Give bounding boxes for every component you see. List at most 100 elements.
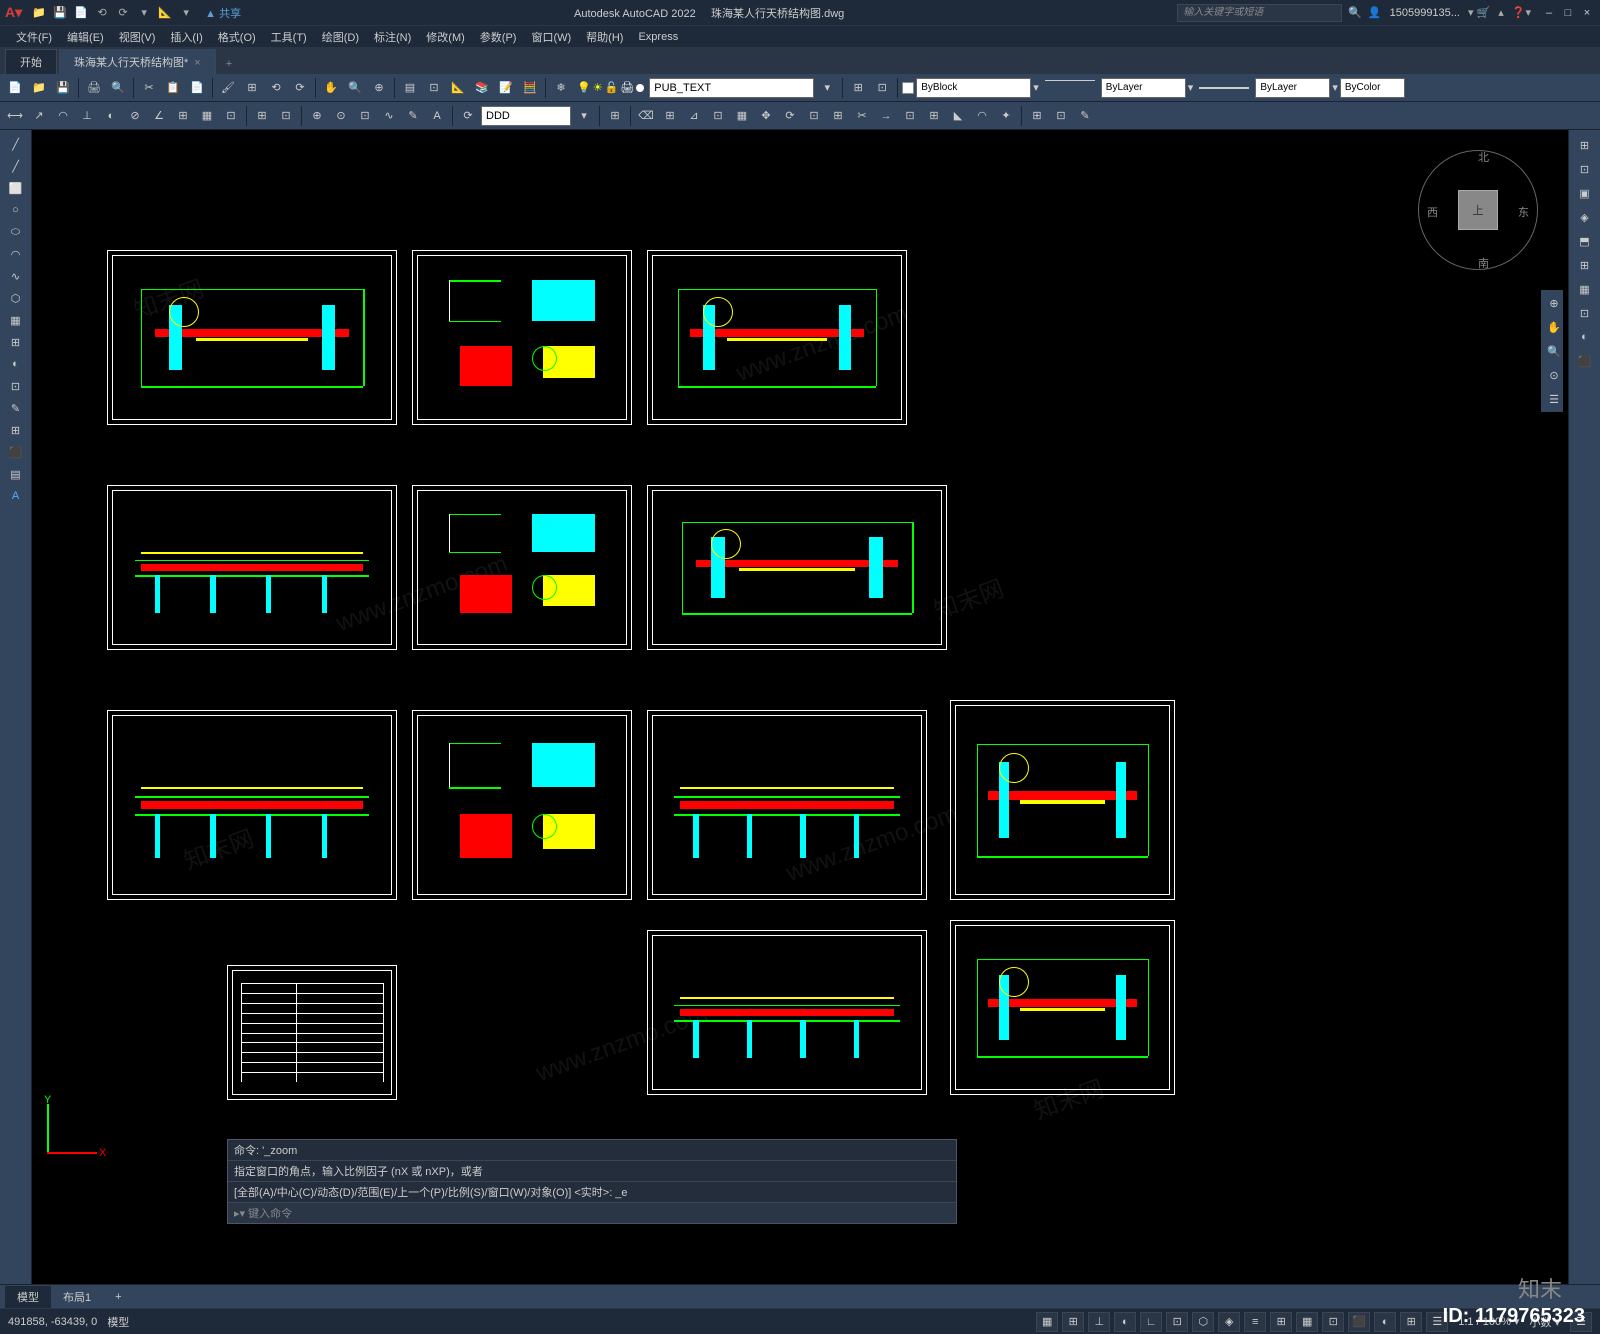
draw-line-icon[interactable]: ╱ (4, 134, 28, 154)
select-dropdown-icon[interactable]: ▾ (1033, 81, 1039, 94)
menu-parametric[interactable]: 参数(P) (474, 27, 523, 47)
draw-hatch-icon[interactable]: ⊞ (4, 332, 28, 352)
qat-plot-icon[interactable]: 📐 (156, 4, 174, 22)
mod-rotate-icon[interactable]: ⟳ (779, 105, 801, 127)
dim-dia-icon[interactable]: ⊘ (124, 105, 146, 127)
mod-explode-icon[interactable]: ✦ (995, 105, 1017, 127)
view-cube-face[interactable]: 上 (1458, 190, 1498, 230)
tool-redo-icon[interactable]: ⟳ (289, 77, 311, 99)
draw-arc-icon[interactable]: ◠ (4, 244, 28, 264)
draw-grad-icon[interactable]: ▤ (4, 464, 28, 484)
tab-close-icon[interactable]: × (194, 57, 200, 69)
status-btn-14[interactable]: ⊞ (1400, 1312, 1422, 1332)
tab-add-button[interactable]: + (218, 54, 240, 74)
nav-pan-icon[interactable]: ✋ (1543, 316, 1565, 338)
layer-lock-icon[interactable]: 🔓 (605, 81, 619, 94)
menu-help[interactable]: 帮助(H) (580, 27, 629, 47)
close-button[interactable]: × (1579, 5, 1595, 21)
mod-array-icon[interactable]: ▦ (731, 105, 753, 127)
mod-erase-icon[interactable]: ⌫ (635, 105, 657, 127)
tool-layprev-icon[interactable]: ⊡ (871, 77, 893, 99)
qat-dropdown-icon[interactable]: ▾ (135, 4, 153, 22)
mod-stretch-icon[interactable]: ⊞ (827, 105, 849, 127)
status-btn-9[interactable]: ⊞ (1270, 1312, 1292, 1332)
lineweight-select[interactable] (1255, 78, 1330, 98)
dim-arc-icon[interactable]: ◠ (52, 105, 74, 127)
tool-match-icon[interactable]: 🖌 (217, 77, 239, 99)
tool-dc-icon[interactable]: ⊡ (423, 77, 445, 99)
ref-edit-icon[interactable]: ✎ (1074, 105, 1096, 127)
mod-move-icon[interactable]: ✥ (755, 105, 777, 127)
tool-open-icon[interactable]: 📁 (28, 77, 50, 99)
color-swatch[interactable] (902, 82, 914, 94)
rt-2-icon[interactable]: ⊡ (1574, 158, 1596, 180)
dim-space-icon[interactable]: ⊞ (251, 105, 273, 127)
nav-orbit-icon[interactable]: ⊙ (1543, 364, 1565, 386)
qat-save-icon[interactable]: 💾 (51, 4, 69, 22)
tool-prop-icon[interactable]: ▤ (399, 77, 421, 99)
draw-pline-icon[interactable]: ⬜ (4, 178, 28, 198)
status-btn-7[interactable]: ◈ (1218, 1312, 1240, 1332)
status-btn-5[interactable]: ⊡ (1166, 1312, 1188, 1332)
mod-offset-icon[interactable]: ⊡ (707, 105, 729, 127)
status-btn-2[interactable]: ⊥ (1088, 1312, 1110, 1332)
layout-tab[interactable]: 布局1 (51, 1286, 103, 1308)
layer-plot-icon[interactable]: 🖨 (620, 81, 634, 94)
draw-text-icon[interactable]: A (4, 486, 28, 506)
tool-calc-icon[interactable]: 🧮 (519, 77, 541, 99)
help-icon[interactable]: ❓▾ (1512, 6, 1531, 19)
tool-mk-icon[interactable]: 📝 (495, 77, 517, 99)
dim-cont-icon[interactable]: ⊡ (220, 105, 242, 127)
menu-tools[interactable]: 工具(T) (265, 27, 313, 47)
draw-point-icon[interactable]: ⊡ (4, 376, 28, 396)
tol-icon[interactable]: ⊕ (306, 105, 328, 127)
tool-preview-icon[interactable]: 🔍 (107, 77, 129, 99)
user-name[interactable]: 1505999135... (1390, 7, 1460, 19)
draw-region-icon[interactable]: ⬛ (4, 442, 28, 462)
search-icon[interactable]: 🔍 (1348, 6, 1362, 19)
tool-tp-icon[interactable]: 📐 (447, 77, 469, 99)
draw-ellipse-icon[interactable]: ▦ (4, 310, 28, 330)
tool-save-icon[interactable]: 💾 (52, 77, 74, 99)
status-btn-4[interactable]: ∟ (1140, 1312, 1162, 1332)
status-btn-12[interactable]: ⬛ (1348, 1312, 1370, 1332)
dim-ord-icon[interactable]: ⊥ (76, 105, 98, 127)
rt-8-icon[interactable]: ⊡ (1574, 302, 1596, 324)
update-icon[interactable]: ⟳ (457, 105, 479, 127)
draw-cline-icon[interactable]: ╱ (4, 156, 28, 176)
select-dropdown-icon[interactable]: ▾ (1188, 81, 1194, 94)
drawing-canvas[interactable]: 北 南 东 西 上 ⊕ ✋ 🔍 ⊙ ☰ Y X 命令: '_zoom 指定窗口的… (32, 130, 1568, 1284)
user-icon[interactable]: 👤 (1368, 6, 1382, 19)
qat-more-icon[interactable]: ▾ (177, 4, 195, 22)
mod-chamfer-icon[interactable]: ◣ (947, 105, 969, 127)
tool-layer-icon[interactable]: ❄ (550, 77, 572, 99)
rt-10-icon[interactable]: ⬛ (1574, 350, 1596, 372)
mod-scale-icon[interactable]: ⊡ (803, 105, 825, 127)
maximize-button[interactable]: □ (1560, 5, 1576, 21)
mod-extend-icon[interactable]: → (875, 105, 897, 127)
select-dropdown-icon[interactable]: ▾ (1332, 81, 1338, 94)
inspect-icon[interactable]: ⊡ (354, 105, 376, 127)
qat-new-icon[interactable]: 📄 (72, 4, 90, 22)
draw-rect-icon[interactable]: ⬭ (4, 222, 28, 242)
draw-poly-icon[interactable]: ○ (4, 200, 28, 220)
draw-block-icon[interactable]: ◐ (4, 354, 28, 374)
share-button[interactable]: ▲ 共享 (205, 5, 241, 21)
menu-express[interactable]: Express (632, 29, 684, 45)
dim-base-icon[interactable]: ▦ (196, 105, 218, 127)
nav-show-icon[interactable]: ☰ (1543, 388, 1565, 410)
ref-attach-icon[interactable]: ⊞ (1026, 105, 1048, 127)
layer-color-swatch[interactable] (636, 84, 644, 92)
dimstyle-select[interactable] (481, 106, 571, 126)
minimize-button[interactable]: – (1541, 5, 1557, 21)
tool-orbit-icon[interactable]: ⊕ (368, 77, 390, 99)
rt-3-icon[interactable]: ▣ (1574, 182, 1596, 204)
tool-cut-icon[interactable]: ✂ (138, 77, 160, 99)
rt-4-icon[interactable]: ◈ (1574, 206, 1596, 228)
rt-5-icon[interactable]: ⬒ (1574, 230, 1596, 252)
add-layout-button[interactable]: + (103, 1288, 133, 1306)
command-input[interactable] (297, 1207, 950, 1219)
view-cube[interactable]: 北 南 东 西 上 (1418, 150, 1538, 270)
tool-block-icon[interactable]: ⊞ (241, 77, 263, 99)
draw-mtext-icon[interactable]: ✎ (4, 398, 28, 418)
